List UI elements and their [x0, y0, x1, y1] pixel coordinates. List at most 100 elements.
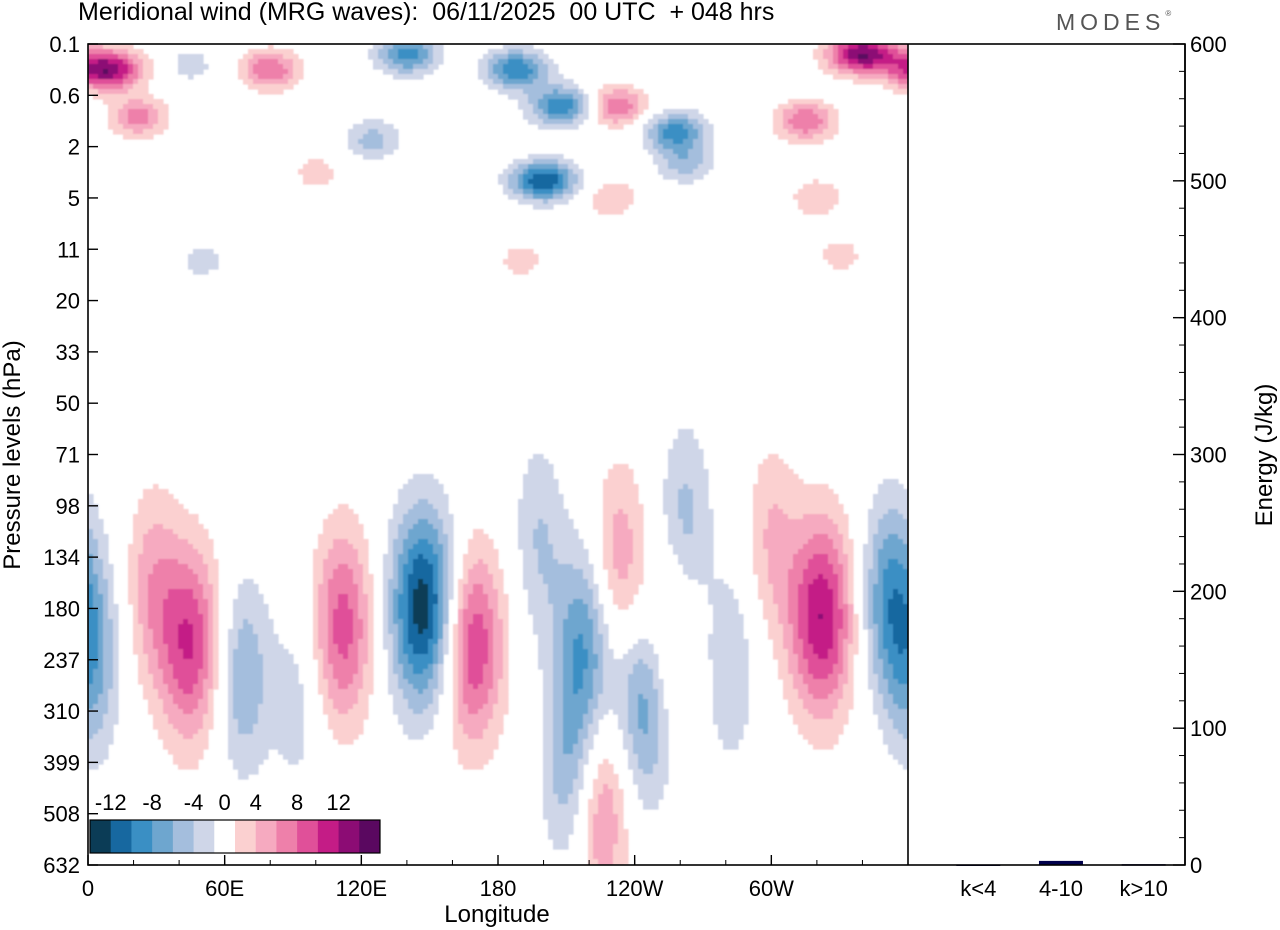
heatmap-cell	[548, 834, 569, 840]
heatmap-cell	[628, 109, 639, 115]
heatmap-cell	[603, 514, 614, 520]
heatmap-cell	[873, 584, 884, 590]
heatmap-cell	[463, 589, 474, 595]
heatmap-cell	[488, 639, 494, 645]
heatmap-cell	[843, 644, 849, 650]
heatmap-cell	[493, 679, 499, 685]
heatmap-cell	[623, 509, 644, 515]
heatmap-cell	[803, 569, 834, 575]
heatmap-cell	[408, 579, 419, 585]
heatmap-cell	[658, 724, 669, 730]
heatmap-cell	[458, 584, 464, 590]
heatmap-cell	[648, 709, 659, 715]
heatmap-cell	[468, 624, 484, 630]
heatmap-cell	[838, 44, 849, 50]
heatmap-cell	[333, 704, 354, 710]
heatmap-cell	[503, 639, 509, 645]
heatmap-cell	[383, 589, 389, 595]
heatmap-cell	[428, 519, 444, 525]
legend-label: 8	[291, 790, 303, 815]
heatmap-cell	[408, 659, 434, 665]
heatmap-cell	[903, 69, 908, 75]
heatmap-cell	[98, 584, 109, 590]
heatmap-cell	[483, 624, 494, 630]
heatmap-cell	[173, 754, 204, 760]
heatmap-cell	[458, 759, 489, 765]
heatmap-cell	[543, 739, 554, 745]
heatmap-cell	[588, 829, 594, 835]
heatmap-cell	[318, 634, 329, 640]
heatmap-cell	[108, 604, 119, 610]
heatmap-cell	[453, 664, 459, 670]
heatmap-cell	[553, 554, 589, 560]
heatmap-cell	[543, 109, 549, 115]
heatmap-cell	[88, 569, 94, 575]
heatmap-cell	[603, 664, 634, 670]
heatmap-cell	[593, 849, 614, 855]
heatmap-cell	[878, 624, 884, 630]
heatmap-cell	[148, 609, 164, 615]
heatmap-cell	[453, 739, 499, 745]
heatmap-cell	[758, 579, 769, 585]
heatmap-cell	[833, 74, 859, 80]
heatmap-cell	[868, 569, 879, 575]
heatmap-cell	[458, 654, 464, 660]
heatmap-cell	[418, 519, 429, 525]
heatmap-cell	[233, 664, 264, 670]
heatmap-cell	[383, 144, 399, 150]
heatmap-cell	[103, 624, 114, 630]
heatmap-cell	[603, 784, 609, 790]
heatmap-cell	[363, 154, 384, 160]
heatmap-cell	[878, 49, 889, 55]
heatmap-cell	[773, 124, 784, 130]
heatmap-cell	[888, 679, 899, 685]
heatmap-cell	[698, 579, 724, 585]
heatmap-cell	[203, 644, 209, 650]
heatmap-cell	[143, 549, 199, 555]
heatmap-cell	[553, 649, 564, 655]
heatmap-cell	[798, 629, 809, 635]
heatmap-cell	[693, 144, 704, 150]
heatmap-cell	[868, 594, 874, 600]
heatmap-cell	[778, 134, 799, 140]
heatmap-cell	[763, 609, 779, 615]
heatmap-cell	[283, 64, 294, 70]
legend-swatch	[214, 820, 236, 853]
heatmap-cell	[418, 499, 429, 505]
heatmap-cell	[228, 654, 234, 660]
heatmap-cell	[503, 619, 509, 625]
heatmap-cell	[88, 694, 99, 700]
heatmap-cell	[98, 634, 104, 640]
heatmap-cell	[858, 59, 874, 65]
heatmap-cell	[868, 624, 879, 630]
heatmap-cell	[713, 714, 749, 720]
heatmap-cell	[193, 649, 204, 655]
heatmap-cell	[773, 594, 789, 600]
heatmap-cell	[578, 739, 584, 745]
heatmap-cell	[463, 764, 484, 770]
heatmap-cell	[573, 669, 584, 675]
heatmap-cell	[753, 514, 769, 520]
heatmap-cell	[393, 574, 399, 580]
heatmap-cell	[178, 729, 199, 735]
heatmap-cell	[428, 584, 434, 590]
heatmap-cell	[833, 634, 839, 640]
heatmap-cell	[528, 609, 554, 615]
heatmap-cell	[233, 619, 244, 625]
heatmap-cell	[653, 769, 669, 775]
heatmap-cell	[633, 769, 644, 775]
heatmap-cell	[108, 699, 119, 705]
heatmap-cell	[138, 599, 149, 605]
heatmap-cell	[163, 609, 199, 615]
heatmap-cell	[788, 649, 794, 655]
heatmap-cell	[573, 169, 584, 175]
heatmap-cell	[403, 649, 414, 655]
heatmap-cell	[318, 669, 324, 675]
heatmap-cell	[628, 719, 639, 725]
heatmap-cell	[598, 104, 604, 110]
heatmap-cell	[133, 69, 139, 75]
heatmap-cell	[228, 639, 239, 645]
heatmap-cell	[543, 574, 584, 580]
heatmap-cell	[648, 149, 659, 155]
heatmap-cell	[433, 564, 439, 570]
